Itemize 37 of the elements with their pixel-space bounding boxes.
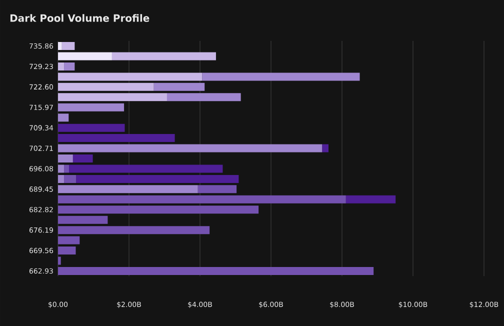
bar [346,195,396,204]
bar [72,154,93,162]
bar [69,164,223,173]
bar [64,164,70,173]
bar [58,154,73,162]
bar [198,185,237,194]
bar [58,226,210,234]
bar [58,124,125,132]
bar [62,42,75,50]
bar [58,185,198,194]
bar [58,72,202,81]
bar [322,144,329,152]
bar [58,52,112,60]
bar [154,82,205,91]
bar [58,206,259,214]
bar [58,266,374,275]
bar [202,72,360,81]
bar [58,144,322,152]
bar [58,134,175,142]
bar [58,216,108,224]
chart-title: Dark Pool Volume Profile [10,14,150,22]
bar [58,236,80,244]
bar [58,195,346,204]
bar [58,174,64,183]
bar [58,114,69,122]
bar [58,42,62,50]
bar [58,103,124,112]
bar [58,93,167,102]
bar [58,62,64,70]
bar [58,246,76,255]
bar [58,164,64,173]
bar [76,174,239,183]
bar [64,62,75,70]
bar [58,82,154,91]
bar [166,93,241,102]
bar [64,174,76,183]
bar [112,52,216,60]
